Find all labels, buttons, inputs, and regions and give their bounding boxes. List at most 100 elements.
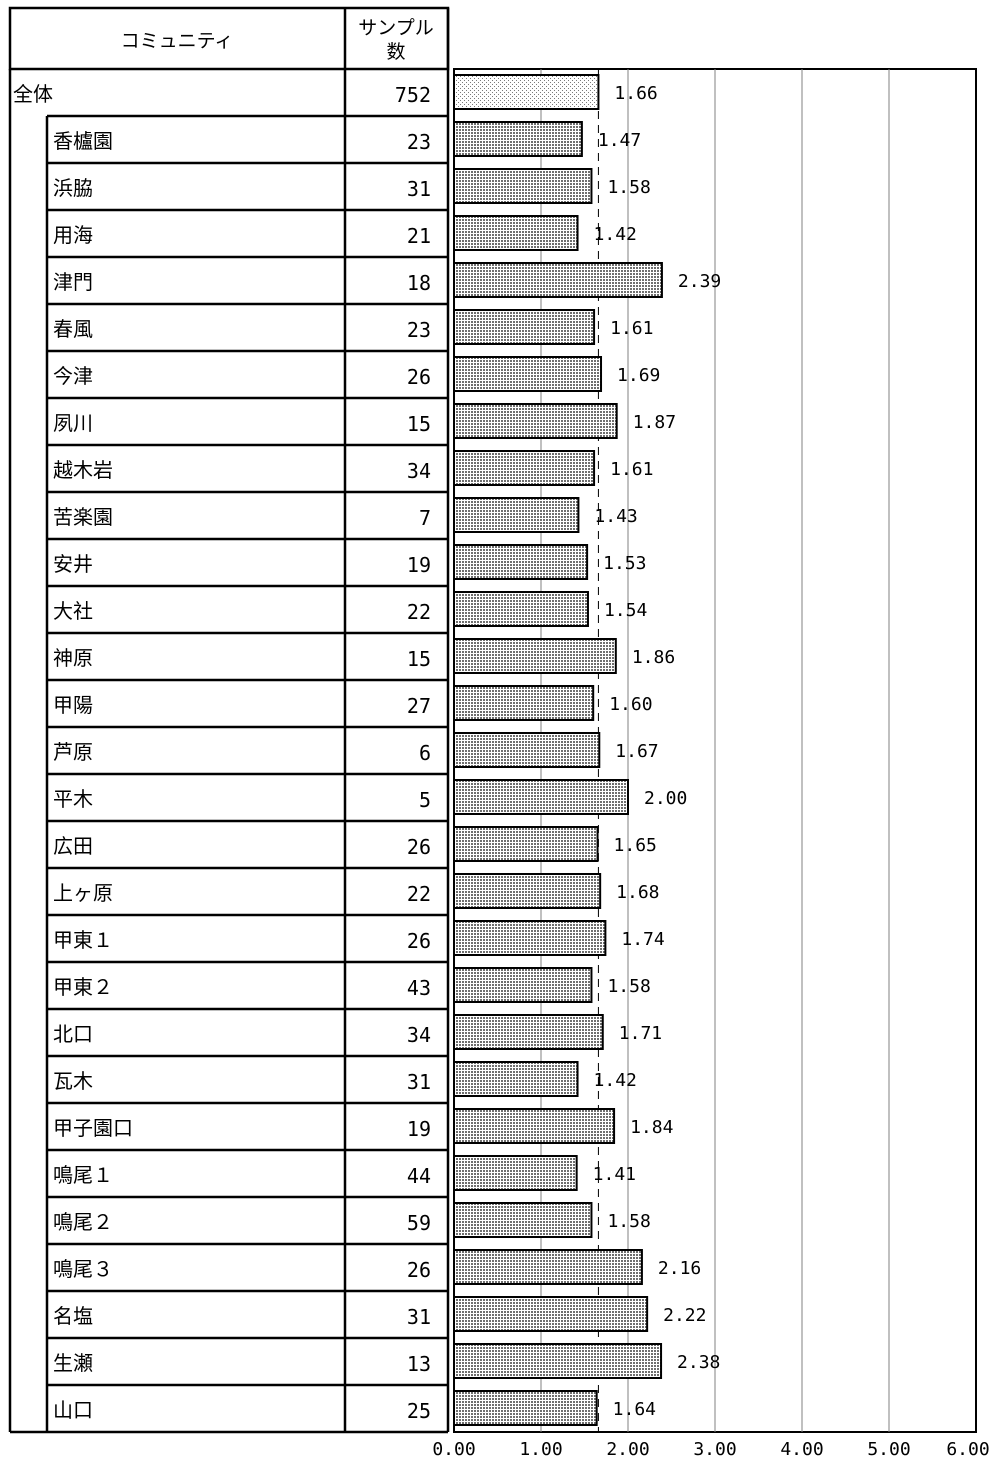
header-box: [8, 6, 450, 71]
row-sample-count: 13: [407, 1352, 431, 1376]
bar: [453, 1108, 616, 1144]
row-sample-count: 34: [407, 1023, 431, 1047]
row-sample-count: 19: [407, 1117, 431, 1141]
bar-value-label: 1.53: [603, 553, 646, 574]
x-tick-label: 5.00: [867, 1439, 910, 1460]
row-label: 芦原: [53, 740, 93, 764]
bar-value-label: 1.84: [630, 1117, 673, 1138]
bar: [453, 121, 583, 157]
row-label: 甲陽: [53, 693, 93, 717]
bar-value-label: 1.61: [610, 318, 653, 339]
row-label: 鳴尾１: [53, 1163, 113, 1187]
bar: [453, 1202, 593, 1238]
x-tick-label: 1.00: [519, 1439, 562, 1460]
bar-value-label: 1.54: [604, 600, 647, 621]
bar: [453, 1343, 663, 1379]
row-label: 甲子園口: [53, 1116, 133, 1140]
row-sample-count: 22: [407, 600, 431, 624]
bar-value-label: 1.42: [594, 224, 637, 245]
bar-value-label: 2.22: [663, 1305, 706, 1326]
row-label: 越木岩: [53, 458, 113, 482]
bar: [453, 262, 663, 298]
bar: [453, 1390, 598, 1426]
bar: [453, 1061, 579, 1097]
x-axis-ticks: 0.00 1.00 2.00 3.00 4.00 5.00 6.00: [432, 1439, 989, 1460]
row-label: 春風: [53, 317, 93, 341]
row-label: 苦楽園: [53, 505, 113, 529]
row-sample-count: 7: [419, 506, 431, 530]
row-sample-count: 31: [407, 177, 431, 201]
bar: [453, 920, 607, 956]
bar-value-label: 2.38: [677, 1352, 720, 1373]
row-sample-count: 15: [407, 647, 431, 671]
header-sample-label-line2: 数: [386, 41, 405, 63]
bar: [453, 1155, 578, 1191]
bar: [453, 356, 603, 392]
row-sample-count: 23: [407, 318, 431, 342]
row-sample-count: 752: [395, 83, 431, 107]
row-label: 甲東２: [53, 975, 113, 999]
bar-value-label: 1.86: [632, 647, 675, 668]
row-sample-count: 34: [407, 459, 431, 483]
sample-table: [8, 6, 450, 1434]
bar: [453, 450, 596, 486]
row-sample-count: 6: [419, 741, 431, 765]
row-label: 神原: [53, 646, 93, 670]
bar-value-label: 2.16: [658, 1258, 701, 1279]
row-label: 広田: [53, 834, 93, 858]
bar: [453, 1014, 604, 1050]
bar-value-label: 1.87: [633, 412, 676, 433]
x-tick-label: 0.00: [432, 1439, 475, 1460]
row-sample-count: 31: [407, 1305, 431, 1329]
table-rows: 全体 752 香櫨園 23 浜脇 31 用海 21 津門 18 春風 23 今津 26 夙川 15 越木岩 34 苦…: [13, 82, 448, 1423]
row-label: 鳴尾２: [53, 1210, 113, 1234]
bar-value-label: 1.47: [598, 130, 641, 151]
row-sample-count: 31: [407, 1070, 431, 1094]
bar-value-label: 1.61: [610, 459, 653, 480]
x-tick-label: 6.00: [946, 1439, 989, 1460]
row-label: 夙川: [53, 411, 93, 435]
bar: [453, 685, 595, 721]
bar: [453, 215, 579, 251]
bar: [453, 1249, 643, 1285]
bar-value-label: 1.68: [616, 882, 659, 903]
bar: [453, 497, 580, 533]
row-label: 用海: [53, 223, 93, 247]
bar-value-label: 1.67: [615, 741, 658, 762]
plot-area: 1.66 1.47 1.58 1.42 2.39 1.61 1.69 1.87 1.61 1.43…: [453, 68, 977, 1433]
bar: [453, 1296, 649, 1332]
header-sample-label-line1: サンプル: [358, 17, 433, 39]
row-label: 安井: [53, 552, 93, 576]
bar-value-label: 2.39: [678, 271, 721, 292]
row-sample-count: 26: [407, 1258, 431, 1282]
bar-value-label: 1.41: [593, 1164, 636, 1185]
row-label: 甲東１: [53, 928, 113, 952]
bar-value-label: 1.58: [607, 177, 650, 198]
bar: [453, 779, 629, 815]
bar: [453, 732, 601, 768]
row-sample-count: 18: [407, 271, 431, 295]
bar: [453, 544, 589, 580]
bar-value-label: 1.58: [607, 1211, 650, 1232]
bar-value-label: 1.64: [613, 1399, 656, 1420]
bar-value-label: 1.43: [594, 506, 637, 527]
bar: [453, 168, 593, 204]
row-sample-count: 21: [407, 224, 431, 248]
row-sample-count: 23: [407, 130, 431, 154]
row-sample-count: 15: [407, 412, 431, 436]
bar: [453, 591, 589, 627]
row-sample-count: 26: [407, 365, 431, 389]
row-sample-count: 26: [407, 835, 431, 859]
row-label: 今津: [53, 364, 93, 388]
row-label: 鳴尾３: [53, 1257, 113, 1281]
bar-value-label: 1.42: [594, 1070, 637, 1091]
x-tick-label: 4.00: [780, 1439, 823, 1460]
bar-total: [453, 74, 600, 110]
row-sample-count: 44: [407, 1164, 431, 1188]
row-sample-count: 26: [407, 929, 431, 953]
bar-value-label: 1.60: [609, 694, 652, 715]
bar-value-label: 1.71: [619, 1023, 662, 1044]
row-sample-count: 43: [407, 976, 431, 1000]
bar-value-label: 1.69: [617, 365, 660, 386]
row-label: 上ヶ原: [53, 881, 113, 905]
